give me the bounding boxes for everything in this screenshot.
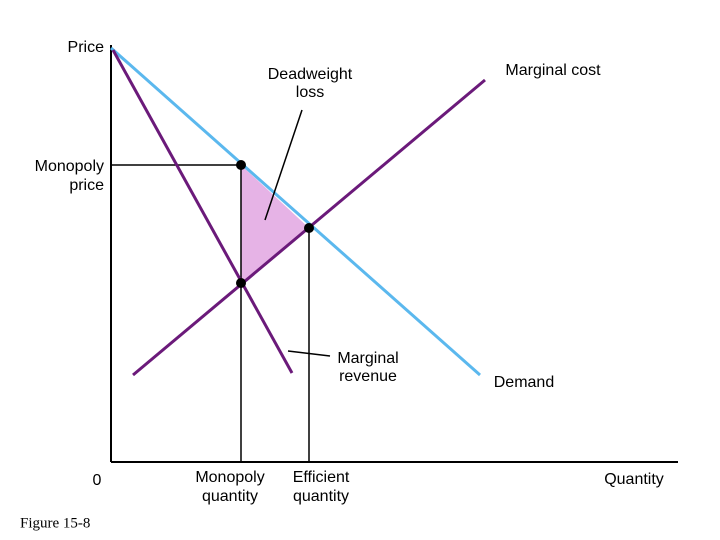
demand-curve	[110, 46, 481, 377]
curve-label: revenue	[339, 368, 397, 385]
label: price	[69, 177, 104, 194]
curve-label: Demand	[494, 374, 554, 391]
caption: Figure 15-8	[20, 515, 90, 531]
label: Efficient	[293, 469, 350, 486]
label: Monopoly	[35, 158, 104, 175]
axis-label: Quantity	[604, 471, 664, 488]
point	[304, 223, 314, 233]
deadweight-area	[241, 165, 309, 283]
axis-label: Price	[68, 39, 105, 56]
curve-label: Marginal	[337, 350, 398, 367]
point	[236, 160, 246, 170]
label: Monopoly	[195, 469, 264, 486]
label: Deadweight	[268, 66, 353, 83]
origin-label: 0	[93, 472, 102, 489]
label: loss	[296, 84, 324, 101]
curve-label: Marginal cost	[505, 62, 601, 79]
pointer	[287, 350, 331, 357]
label: quantity	[202, 488, 258, 505]
point	[236, 278, 246, 288]
marginal-revenue-curve	[111, 49, 294, 374]
pointer	[264, 109, 303, 221]
label: quantity	[293, 488, 349, 505]
